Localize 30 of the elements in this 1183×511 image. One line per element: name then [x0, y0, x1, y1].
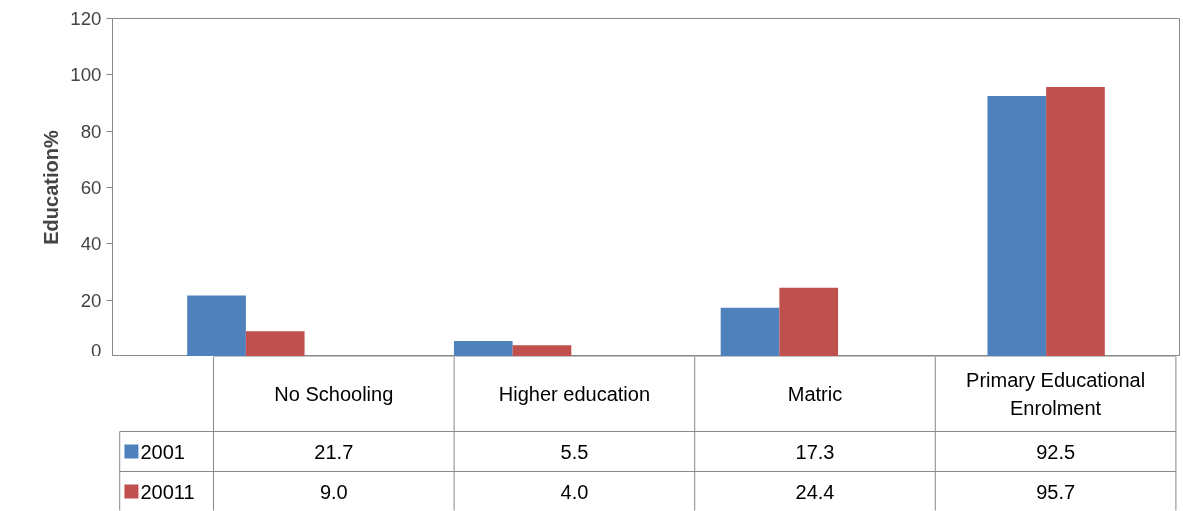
bar: [1046, 86, 1105, 356]
legend-label: 2001: [140, 440, 185, 463]
data-label: 95.7: [1036, 480, 1076, 503]
data-label: 9.0: [319, 480, 348, 503]
data-label: 17.3: [795, 440, 835, 463]
y-tick-label: 100: [70, 64, 102, 86]
x-tick-label: Primary Educational Enrolment: [966, 369, 1146, 419]
x-tick-label: Higher education: [498, 383, 651, 405]
bar: [720, 307, 780, 356]
y-tick-label: 80: [80, 120, 102, 142]
x-tick-label: No Schooling: [274, 383, 394, 405]
bar: [512, 345, 572, 356]
y-tick-label: 40: [80, 233, 102, 255]
y-tick-label: 20: [80, 289, 102, 311]
data-label: 4.0: [560, 480, 589, 503]
legend-label: 20011: [140, 480, 195, 503]
y-tick-label: 0: [91, 339, 102, 361]
y-axis-title: Education%: [40, 130, 63, 245]
y-tick-label: 60: [80, 177, 102, 198]
data-label: 92.5: [1036, 440, 1076, 463]
bar: [987, 95, 1047, 356]
data-label: 24.4: [795, 480, 835, 503]
x-tick-label: Matric: [787, 383, 843, 405]
bar: [245, 331, 305, 356]
data-label: 5.5: [560, 440, 589, 463]
data-label: 21.7: [314, 440, 354, 463]
y-tick-label: 120: [70, 8, 102, 29]
bar: [187, 295, 246, 356]
bar: [453, 341, 513, 356]
bar: [779, 287, 839, 356]
